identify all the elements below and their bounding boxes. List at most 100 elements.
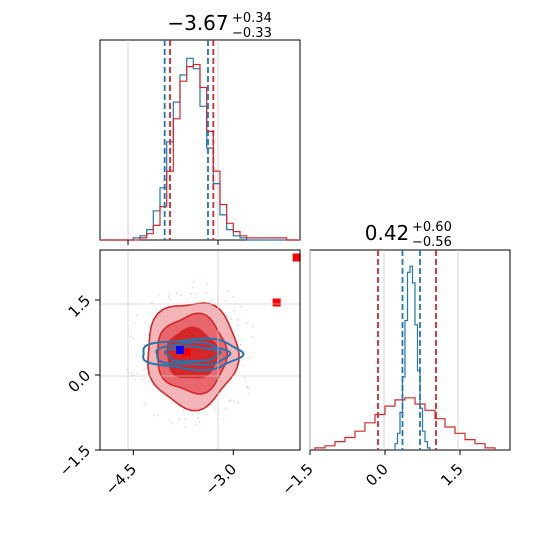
scatter-point	[152, 384, 154, 386]
scatter-point	[198, 421, 201, 423]
hist-param1-title-lower: −0.33	[232, 26, 272, 41]
scatter-point	[132, 337, 134, 340]
scatter-point	[224, 407, 227, 410]
scatter-content	[126, 253, 301, 428]
scatter-point	[232, 295, 235, 298]
scatter-point	[183, 418, 186, 420]
scatter-point	[233, 310, 235, 312]
scatter-point	[168, 298, 171, 301]
scatter-point	[230, 318, 233, 320]
scatter-point	[224, 300, 227, 302]
scatter-point	[249, 356, 251, 359]
hist-param2-title-upper: +0.60	[412, 220, 452, 235]
scatter-point	[134, 378, 137, 381]
scatter-grid	[100, 250, 300, 450]
x-tick-label: −4.5	[102, 460, 140, 498]
hist-param2-title: 0.42	[365, 221, 410, 245]
scatter-point	[182, 409, 185, 412]
scatter-point	[157, 414, 160, 417]
truth-marker-b	[182, 348, 191, 357]
scatter-point	[237, 402, 239, 404]
scatter-point	[126, 368, 128, 371]
scatter-point	[136, 372, 139, 375]
scatter-point	[186, 300, 188, 303]
scatter-point	[194, 292, 196, 295]
scatter-point	[246, 322, 249, 324]
hist-param2-title-lower: −0.56	[412, 235, 452, 250]
hist-param1-title: −3.67	[167, 11, 228, 35]
hist-param2-ticks: −1.5 0.0 1.5	[278, 450, 467, 499]
histogram-step-series_b	[100, 63, 300, 241]
density-contour-series-a	[155, 340, 232, 366]
hist-param2-frame	[309, 249, 511, 451]
hist-param2-panel: −1.5 0.0 1.5 0.42 +0.60 −0.56	[278, 220, 511, 499]
y-tick-label: 1.5	[65, 292, 95, 322]
title-value: 0.42	[365, 221, 410, 245]
scatter-point	[240, 343, 242, 346]
scatter-point	[135, 314, 138, 317]
scatter-point	[184, 426, 186, 428]
histogram-step-series_a	[394, 265, 431, 450]
scatter-point	[211, 299, 214, 301]
scatter-point	[146, 371, 149, 374]
x-tick-label: −3.0	[202, 460, 240, 498]
truth-marker-b	[272, 298, 281, 307]
hist-param1-panel: −3.67 +0.34 −0.33	[99, 11, 301, 245]
scatter-point	[191, 286, 193, 289]
histogram-step-series_b	[314, 397, 496, 450]
scatter-point	[237, 324, 239, 327]
scatter-point	[206, 283, 208, 286]
x-tick-label: 0.0	[362, 460, 392, 490]
scatter-point	[143, 402, 145, 405]
hist-param1-title-upper: +0.34	[232, 11, 272, 26]
scatter-point	[190, 293, 192, 295]
scatter-point	[168, 294, 171, 296]
scatter-point	[213, 408, 215, 411]
x-tick-label: −1.5	[278, 460, 316, 498]
scatter-point	[180, 294, 182, 297]
title-value: −3.67	[167, 11, 228, 35]
truth-marker-b	[292, 253, 301, 262]
scatter-panel: −4.5 −3.0 −1.5 0.0 1.5	[56, 249, 301, 499]
scatter-point	[246, 386, 249, 388]
hist-param2-grid	[309, 250, 459, 450]
scatter-point	[242, 363, 244, 366]
scatter-point	[143, 343, 146, 346]
hist-param2-content	[314, 250, 496, 450]
scatter-point	[197, 412, 200, 414]
hist-param1-grid	[127, 40, 219, 240]
scatter-point	[148, 380, 150, 382]
scatter-point	[252, 325, 254, 328]
scatter-point	[205, 292, 207, 294]
scatter-point	[144, 321, 147, 324]
scatter-point	[153, 414, 156, 416]
scatter-point	[176, 292, 178, 295]
scatter-point	[227, 290, 229, 293]
scatter-point	[141, 378, 143, 381]
scatter-point	[192, 281, 195, 283]
x-tick-label: 1.5	[437, 460, 467, 490]
scatter-point	[222, 418, 225, 421]
scatter-point	[178, 417, 181, 420]
scatter-point	[197, 417, 199, 419]
density-contour-series-a	[163, 345, 222, 363]
scatter-point	[233, 400, 235, 403]
hist-param1-frame	[99, 39, 301, 241]
scatter-point	[251, 336, 254, 338]
scatter-point	[195, 423, 198, 426]
scatter-point	[144, 333, 146, 336]
scatter-point	[240, 305, 242, 308]
scatter-point	[237, 339, 240, 342]
truth-marker-a	[176, 346, 184, 354]
scatter-point	[169, 420, 172, 423]
scatter-point	[241, 339, 244, 341]
scatter-point	[143, 368, 146, 371]
scatter-point	[236, 318, 239, 321]
scatter-point	[171, 422, 174, 425]
scatter-point	[158, 294, 160, 296]
hist-param1-content	[100, 40, 300, 241]
scatter-point	[131, 372, 133, 374]
scatter-point	[244, 377, 247, 379]
y-tick-label: −1.5	[56, 442, 94, 480]
